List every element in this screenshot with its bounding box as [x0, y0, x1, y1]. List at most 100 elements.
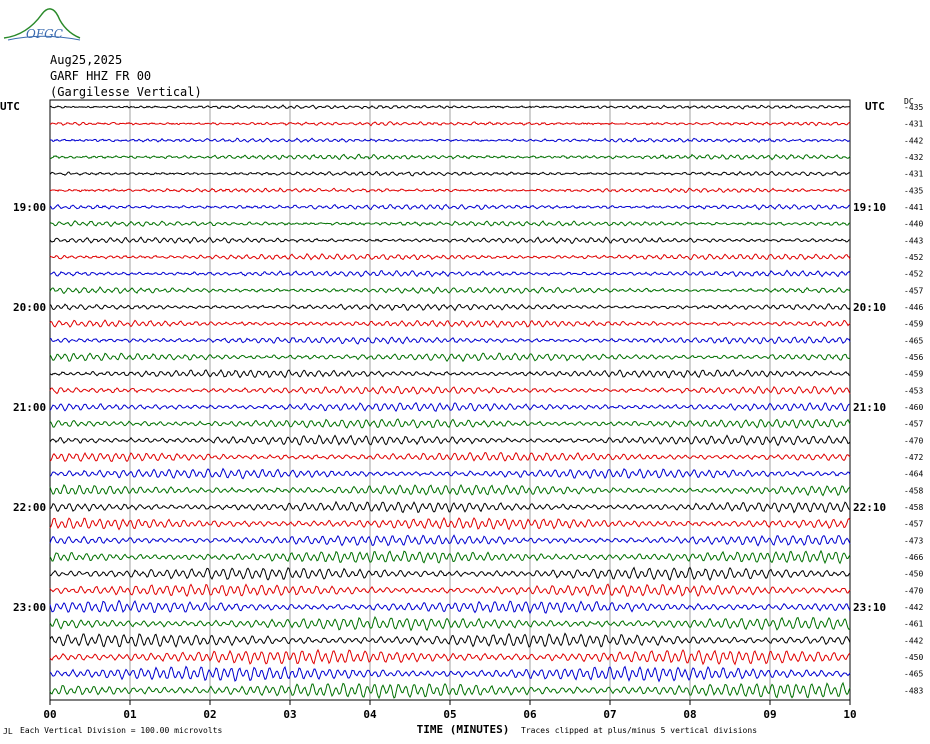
dc-offset-label: -461	[904, 620, 923, 629]
dc-offset-label: -442	[904, 603, 923, 612]
dc-offset-label: -473	[904, 536, 923, 545]
trace-line	[49, 153, 851, 161]
trace-line	[49, 220, 851, 228]
dc-offset-label: -440	[904, 220, 923, 229]
trace-line	[49, 616, 851, 632]
dc-offset-label: -457	[904, 286, 923, 295]
dc-offset-label: -472	[904, 453, 923, 462]
x-axis-title: TIME (MINUTES)	[417, 723, 510, 736]
header-station: GARF HHZ FR 00	[50, 69, 152, 83]
dc-offset-label: -456	[904, 353, 923, 362]
left-time-label: 20:00	[13, 301, 46, 314]
dc-offset-label: -464	[904, 470, 923, 479]
dc-offset-label: -458	[904, 503, 923, 512]
trace-line	[49, 566, 851, 581]
x-tick-label: 04	[363, 708, 377, 721]
trace-line	[49, 467, 851, 480]
header-location: (Gargilesse Vertical)	[50, 85, 202, 99]
x-tick-label: 07	[603, 708, 616, 721]
dc-offset-label: -452	[904, 253, 923, 262]
trace-line	[49, 252, 851, 261]
logo-text: OFGC	[26, 27, 63, 41]
x-tick-label: 06	[523, 708, 537, 721]
dc-offset-label: -460	[904, 403, 923, 412]
trace-line	[49, 632, 851, 648]
left-time-label: 19:00	[13, 201, 46, 214]
trace-line	[49, 104, 851, 110]
trace-line	[49, 451, 851, 463]
dc-offset-label: -431	[904, 120, 923, 129]
x-tick-label: 01	[123, 708, 137, 721]
dc-offset-label: -459	[904, 320, 923, 329]
x-tick-label: 05	[443, 708, 456, 721]
trace-line	[49, 583, 851, 597]
trace-line	[49, 137, 851, 143]
trace-line	[49, 368, 851, 379]
left-time-label: 22:00	[13, 501, 46, 514]
x-tick-label: 02	[203, 708, 216, 721]
dc-offset-label: -465	[904, 336, 923, 345]
dc-offset-label: -459	[904, 370, 923, 379]
x-tick-label: 03	[283, 708, 296, 721]
right-time-label: 22:10	[853, 501, 886, 514]
x-tick-label: 00	[43, 708, 56, 721]
trace-line	[49, 121, 851, 127]
right-utc-title: UTC	[865, 100, 885, 113]
dc-offset-label: -431	[904, 170, 923, 179]
dc-offset-label: -452	[904, 270, 923, 279]
trace-line	[49, 599, 851, 615]
left-time-label: 23:00	[13, 601, 46, 614]
dc-offset-label: -450	[904, 570, 923, 579]
left-time-label: 21:00	[13, 401, 46, 414]
trace-line	[49, 401, 851, 413]
dc-offset-label: -442	[904, 636, 923, 645]
trace-line	[49, 170, 851, 177]
trace-line	[49, 418, 851, 429]
dc-header: DC	[904, 97, 914, 106]
dc-offset-label: -458	[904, 486, 923, 495]
trace-line	[49, 484, 851, 497]
dc-offset-label: -446	[904, 303, 923, 312]
dc-offset-label: -466	[904, 553, 923, 562]
trace-line	[49, 269, 851, 278]
trace-line	[49, 187, 851, 194]
trace-line	[49, 500, 851, 514]
right-time-label: 23:10	[853, 601, 886, 614]
dc-offset-label: -453	[904, 386, 923, 395]
dc-offset-label: -441	[904, 203, 923, 212]
corner-mark: JL	[3, 727, 13, 736]
trace-line	[49, 434, 851, 447]
trace-line	[49, 385, 851, 395]
header-date: Aug25,2025	[50, 53, 123, 67]
dc-offset-label: -443	[904, 236, 923, 245]
trace-line	[49, 648, 851, 666]
footer-vertical-division: Each Vertical Division = 100.00 microvol…	[20, 726, 222, 735]
dc-offset-label: -435	[904, 186, 923, 195]
dc-offset-label: -457	[904, 420, 923, 429]
x-tick-label: 09	[763, 708, 776, 721]
right-time-label: 19:10	[853, 201, 886, 214]
trace-line	[49, 336, 851, 345]
trace-line	[49, 286, 851, 295]
trace-line	[49, 681, 851, 700]
dc-offset-label: -435	[904, 103, 923, 112]
trace-line	[49, 665, 851, 683]
ofgc-logo: OFGC	[2, 4, 82, 46]
footer-clipping-note: Traces clipped at plus/minus 5 vertical …	[521, 726, 757, 735]
trace-line	[49, 549, 851, 565]
dc-offset-label: -483	[904, 686, 923, 695]
trace-line	[49, 534, 851, 547]
dc-offset-label: -465	[904, 670, 923, 679]
right-time-label: 21:10	[853, 401, 886, 414]
logo-mountain-icon	[3, 8, 81, 41]
dc-offset-label: -457	[904, 520, 923, 529]
dc-offset-label: -470	[904, 436, 923, 445]
trace-line	[49, 236, 851, 245]
dc-offset-label: -432	[904, 153, 923, 162]
x-tick-label: 10	[843, 708, 856, 721]
dc-offset-label: -450	[904, 653, 923, 662]
trace-line	[49, 303, 851, 312]
trace-line	[49, 319, 851, 328]
trace-line	[49, 203, 851, 211]
